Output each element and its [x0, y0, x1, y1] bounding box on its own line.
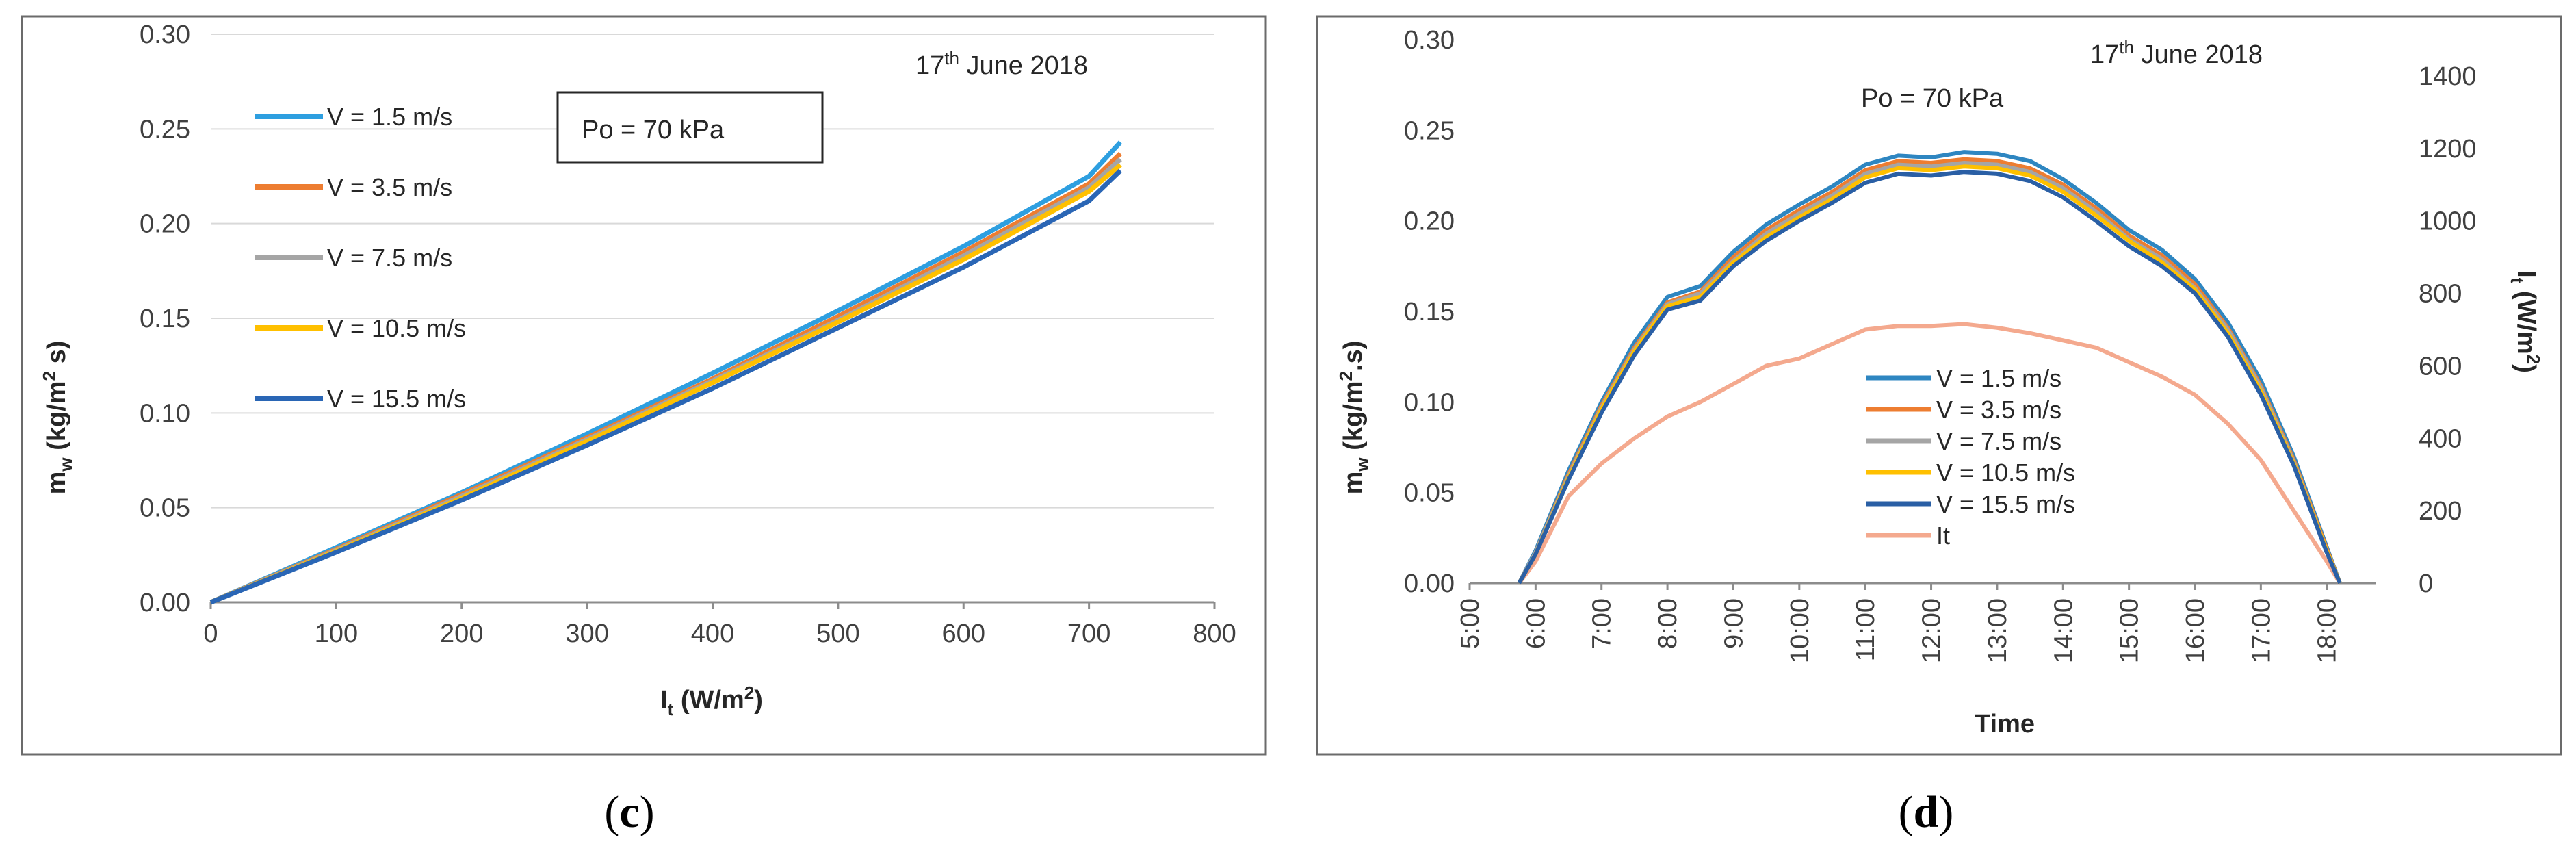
panel-c-y-tick-labels: 0.00 0.05 0.10 0.15 0.20 0.25 0.30	[140, 21, 190, 617]
panel-d-x-tick: 18:00	[2313, 598, 2342, 663]
panel-c-y-tick: 0.25	[140, 115, 190, 144]
panel-c-x-tick: 600	[942, 619, 985, 648]
panel-d-y2-tick: 400	[2419, 424, 2462, 453]
panel-d-x-tick: 6:00	[1522, 598, 1550, 649]
panel-d-y2-tick: 1400	[2419, 62, 2477, 91]
panel-d-y-tick: 0.20	[1404, 207, 1455, 236]
panel-d-po-label: Po = 70 kPa	[1861, 84, 2004, 113]
panel-c-axes	[209, 601, 1216, 609]
panel-c-x-tick: 700	[1067, 619, 1110, 648]
panel-d-x-axis-title: Time	[1975, 710, 2035, 739]
panel-d-legend: V = 1.5 m/s V = 3.5 m/s V = 7.5 m/s V = 10.…	[1866, 364, 2075, 550]
panel-c-date-annotation: 17th June 2018	[915, 48, 1088, 80]
panel-d-y-tick-labels: 0.00 0.05 0.10 0.15 0.20 0.25 0.30	[1404, 26, 1455, 598]
panel-c-po-label: Po = 70 kPa	[582, 116, 725, 144]
panel-d-legend-label: V = 7.5 m/s	[1936, 427, 2061, 455]
panel-d-series-lines	[1517, 150, 2342, 585]
panel-d-frame	[1316, 15, 2562, 756]
panel-d-date-annotation: 17th June 2018	[2090, 37, 2263, 69]
panel-d-y2-tick: 200	[2419, 497, 2462, 526]
panel-c-y-tick: 0.20	[140, 210, 190, 239]
panel-d-legend-label: V = 3.5 m/s	[1936, 396, 2061, 424]
panel-c-legend-label: V = 7.5 m/s	[327, 244, 452, 272]
panel-d: 0.00 0.05 0.10 0.15 0.20 0.25 0.30 0 200 400 600 8…	[1316, 15, 2562, 756]
panel-d-legend-label: It	[1936, 522, 1950, 550]
panel-d-x-tick: 13:00	[1983, 598, 2012, 663]
panel-d-legend-label: V = 1.5 m/s	[1936, 364, 2061, 392]
panel-d-axes	[1468, 582, 2376, 590]
panel-d-series-line	[1517, 170, 2342, 585]
panel-c-x-tick: 100	[315, 619, 358, 648]
panel-d-y-tick: 0.30	[1404, 26, 1455, 55]
panel-c-x-tick: 0	[203, 619, 218, 648]
panel-d-x-tick: 15:00	[2116, 598, 2144, 663]
panel-c-y-tick: 0.05	[140, 494, 190, 523]
panel-c-x-tick-labels: 0 100 200 300 400 500 600 700 800	[203, 619, 1236, 648]
panel-c-x-tick: 800	[1193, 619, 1236, 648]
panel-c-x-tick: 300	[565, 619, 608, 648]
panel-c-legend-label: V = 3.5 m/s	[327, 173, 452, 201]
panel-c-x-tick: 500	[816, 619, 859, 648]
panel-d-y2-tick: 1000	[2419, 207, 2477, 236]
panel-d-x-tick: 10:00	[1786, 598, 1814, 663]
panel-c-y-tick: 0.30	[140, 21, 190, 49]
panel-d-y2-tick-labels: 0 200 400 600 800 1000 1200 1400	[2419, 62, 2477, 598]
panel-c-y-tick: 0.10	[140, 399, 190, 428]
panel-d-series-line	[1517, 322, 2342, 585]
panel-d-y-tick: 0.15	[1404, 298, 1455, 326]
panel-d-legend-label: V = 15.5 m/s	[1936, 490, 2075, 518]
panel-c: 0.00 0.05 0.10 0.15 0.20 0.25 0.30 0 100 200 300 4…	[21, 15, 1267, 756]
panel-d-x-tick: 7:00	[1588, 598, 1617, 649]
panel-c-legend-label: V = 15.5 m/s	[327, 385, 466, 413]
panel-d-x-tick: 5:00	[1456, 598, 1485, 649]
panel-c-legend: V = 1.5 m/s V = 3.5 m/s V = 7.5 m/s V = 10.…	[255, 103, 466, 413]
panel-d-y-axis-title: mw (kg/m2.s)	[1336, 341, 1372, 495]
panel-d-x-tick: 12:00	[1918, 598, 1947, 663]
panel-d-y2-tick: 800	[2419, 280, 2462, 309]
panel-d-y-tick: 0.25	[1404, 116, 1455, 145]
panel-c-po-box	[556, 91, 824, 164]
panel-d-y-tick: 0.10	[1404, 388, 1455, 417]
panel-c-x-tick: 200	[440, 619, 483, 648]
panel-d-x-tick: 17:00	[2247, 598, 2276, 663]
panel-d-legend-label: V = 10.5 m/s	[1936, 459, 2075, 487]
panel-d-x-tick: 11:00	[1851, 598, 1880, 661]
panel-d-y2-tick: 600	[2419, 352, 2462, 381]
panel-d-y-tick: 0.05	[1404, 479, 1455, 508]
panel-c-caption: (c)	[604, 787, 654, 837]
panel-d-y2-tick: 1200	[2419, 135, 2477, 164]
panel-c-y-axis-title: mw (kg/m2 s)	[39, 341, 76, 495]
panel-c-y-tick: 0.15	[140, 305, 190, 333]
panel-c-series-lines	[209, 140, 1123, 605]
panel-c-x-axis-title: It (W/m2)	[660, 682, 763, 719]
panel-c-y-tick: 0.00	[140, 589, 190, 617]
panel-d-series-line	[1517, 150, 2342, 585]
panel-c-legend-label: V = 10.5 m/s	[327, 314, 466, 342]
panel-d-x-tick: 8:00	[1654, 598, 1682, 649]
panel-d-x-tick: 9:00	[1719, 598, 1748, 649]
panel-c-legend-label: V = 1.5 m/s	[327, 103, 452, 131]
panel-d-caption: (d)	[1899, 787, 1954, 837]
panel-c-series-line	[209, 168, 1122, 605]
panel-c-x-tick: 400	[691, 619, 734, 648]
panel-d-y2-tick: 0	[2419, 569, 2433, 598]
panel-d-series-line	[1517, 164, 2342, 585]
panel-d-y-tick: 0.00	[1404, 569, 1455, 598]
panel-d-x-tick: 16:00	[2181, 598, 2210, 663]
panel-d-x-tick: 14:00	[2049, 598, 2078, 663]
panel-d-y2-axis-title: It (W/m2)	[2507, 270, 2544, 373]
panel-d-x-tick-labels: 5:00 6:00 7:00 8:00 9:00 10:00 11:00 12:00 13:00…	[1456, 598, 2342, 663]
